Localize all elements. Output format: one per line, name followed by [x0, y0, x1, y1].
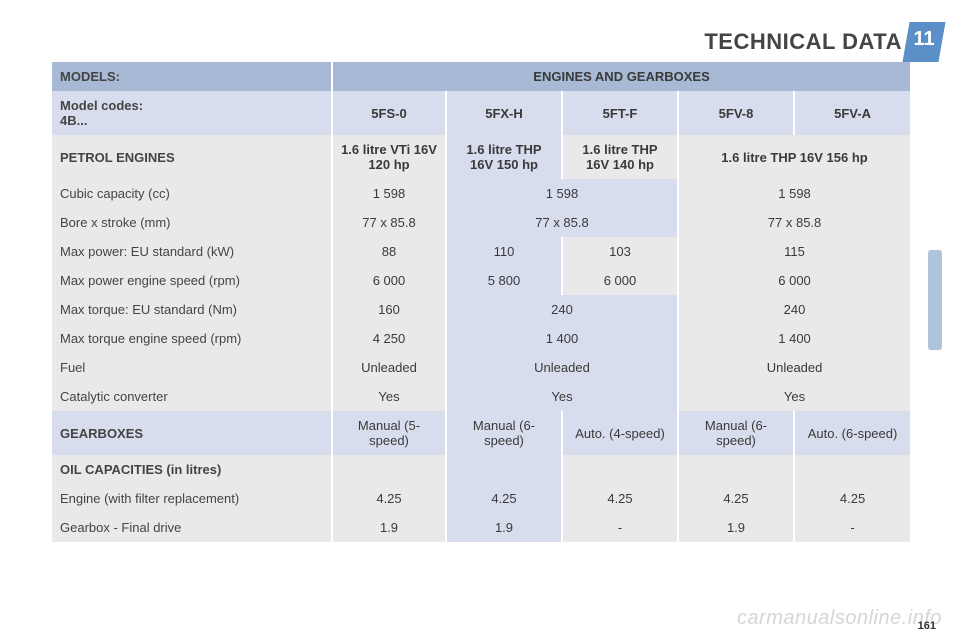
gearbox: Auto. (4-speed): [562, 411, 678, 455]
engine-name: 1.6 litre THP 16V 150 hp: [446, 135, 562, 179]
row-value: Yes: [446, 382, 678, 411]
model-code: 5FX-H: [446, 91, 562, 135]
row-value: 1 598: [678, 179, 910, 208]
table-row: Bore x stroke (mm) 77 x 85.8 77 x 85.8 7…: [52, 208, 910, 237]
row-petrol-engines: PETROL ENGINES 1.6 litre VTi 16V 120 hp …: [52, 135, 910, 179]
row-label: Max torque: EU standard (Nm): [52, 295, 332, 324]
gearbox: Manual (6-speed): [446, 411, 562, 455]
table-row: Engine (with filter replacement) 4.25 4.…: [52, 484, 910, 513]
table-row: Max power engine speed (rpm) 6 000 5 800…: [52, 266, 910, 295]
row-value: Yes: [678, 382, 910, 411]
row-value: 1.9: [332, 513, 446, 542]
row-value: 240: [446, 295, 678, 324]
row-label: Max power: EU standard (kW): [52, 237, 332, 266]
oil-label: OIL CAPACITIES (in litres): [52, 455, 332, 484]
row-label: Engine (with filter replacement): [52, 484, 332, 513]
model-code: 5FV-A: [794, 91, 910, 135]
row-value: -: [794, 513, 910, 542]
row-value: 4.25: [794, 484, 910, 513]
spec-table: MODELS: ENGINES AND GEARBOXES Model code…: [52, 62, 910, 542]
row-value: 4.25: [562, 484, 678, 513]
row-value: 1 400: [446, 324, 678, 353]
row-value: Unleaded: [678, 353, 910, 382]
row-value: 77 x 85.8: [678, 208, 910, 237]
engine-name: 1.6 litre THP 16V 156 hp: [678, 135, 910, 179]
row-value: 6 000: [562, 266, 678, 295]
header-title: TECHNICAL DATA: [704, 29, 902, 55]
table-row: Max torque: EU standard (Nm) 160 240 240: [52, 295, 910, 324]
row-value: 1 598: [332, 179, 446, 208]
row-value: 4.25: [446, 484, 562, 513]
gearboxes-label: GEARBOXES: [52, 411, 332, 455]
row-value: 240: [678, 295, 910, 324]
row-oil-header: OIL CAPACITIES (in litres): [52, 455, 910, 484]
row-value: Yes: [332, 382, 446, 411]
row-gearboxes: GEARBOXES Manual (5-speed) Manual (6-spe…: [52, 411, 910, 455]
row-value: 1.9: [678, 513, 794, 542]
row-label: Gearbox - Final drive: [52, 513, 332, 542]
table-row: Gearbox - Final drive 1.9 1.9 - 1.9 -: [52, 513, 910, 542]
row-value: 103: [562, 237, 678, 266]
engines-header: ENGINES AND GEARBOXES: [332, 62, 910, 91]
row-label: Fuel: [52, 353, 332, 382]
row-value: 4 250: [332, 324, 446, 353]
row-value: 160: [332, 295, 446, 324]
page-header: TECHNICAL DATA 11: [704, 22, 942, 62]
table-row: Fuel Unleaded Unleaded Unleaded: [52, 353, 910, 382]
engine-name: 1.6 litre THP 16V 140 hp: [562, 135, 678, 179]
row-value: Unleaded: [446, 353, 678, 382]
side-tab: [928, 250, 942, 350]
model-code: 5FT-F: [562, 91, 678, 135]
chapter-badge: 11: [902, 22, 945, 62]
model-code: 5FV-8: [678, 91, 794, 135]
gearbox: Auto. (6-speed): [794, 411, 910, 455]
row-value: 77 x 85.8: [332, 208, 446, 237]
engine-name: 1.6 litre VTi 16V 120 hp: [332, 135, 446, 179]
row-label: Bore x stroke (mm): [52, 208, 332, 237]
table-row: Max power: EU standard (kW) 88 110 103 1…: [52, 237, 910, 266]
row-value: 88: [332, 237, 446, 266]
row-models-header: MODELS: ENGINES AND GEARBOXES: [52, 62, 910, 91]
table-row: Catalytic converter Yes Yes Yes: [52, 382, 910, 411]
table-row: Max torque engine speed (rpm) 4 250 1 40…: [52, 324, 910, 353]
model-code: 5FS-0: [332, 91, 446, 135]
row-value: 6 000: [332, 266, 446, 295]
row-value: 4.25: [332, 484, 446, 513]
row-value: 1 598: [446, 179, 678, 208]
row-label: Max power engine speed (rpm): [52, 266, 332, 295]
row-label: Cubic capacity (cc): [52, 179, 332, 208]
row-label: Max torque engine speed (rpm): [52, 324, 332, 353]
models-label: MODELS:: [52, 62, 332, 91]
table-row: Cubic capacity (cc) 1 598 1 598 1 598: [52, 179, 910, 208]
chapter-number: 11: [914, 28, 935, 51]
row-value: 6 000: [678, 266, 910, 295]
row-value: Unleaded: [332, 353, 446, 382]
row-value: 115: [678, 237, 910, 266]
model-codes-label: Model codes: 4B...: [52, 91, 332, 135]
row-value: 1 400: [678, 324, 910, 353]
row-value: 4.25: [678, 484, 794, 513]
gearbox: Manual (6-speed): [678, 411, 794, 455]
row-value: 110: [446, 237, 562, 266]
row-value: 5 800: [446, 266, 562, 295]
watermark: carmanualsonline.info: [737, 607, 942, 630]
gearbox: Manual (5-speed): [332, 411, 446, 455]
row-value: 77 x 85.8: [446, 208, 678, 237]
page-number: 161: [918, 620, 936, 632]
row-value: 1.9: [446, 513, 562, 542]
row-label: Catalytic converter: [52, 382, 332, 411]
petrol-label: PETROL ENGINES: [52, 135, 332, 179]
row-model-codes: Model codes: 4B... 5FS-0 5FX-H 5FT-F 5FV…: [52, 91, 910, 135]
row-value: -: [562, 513, 678, 542]
